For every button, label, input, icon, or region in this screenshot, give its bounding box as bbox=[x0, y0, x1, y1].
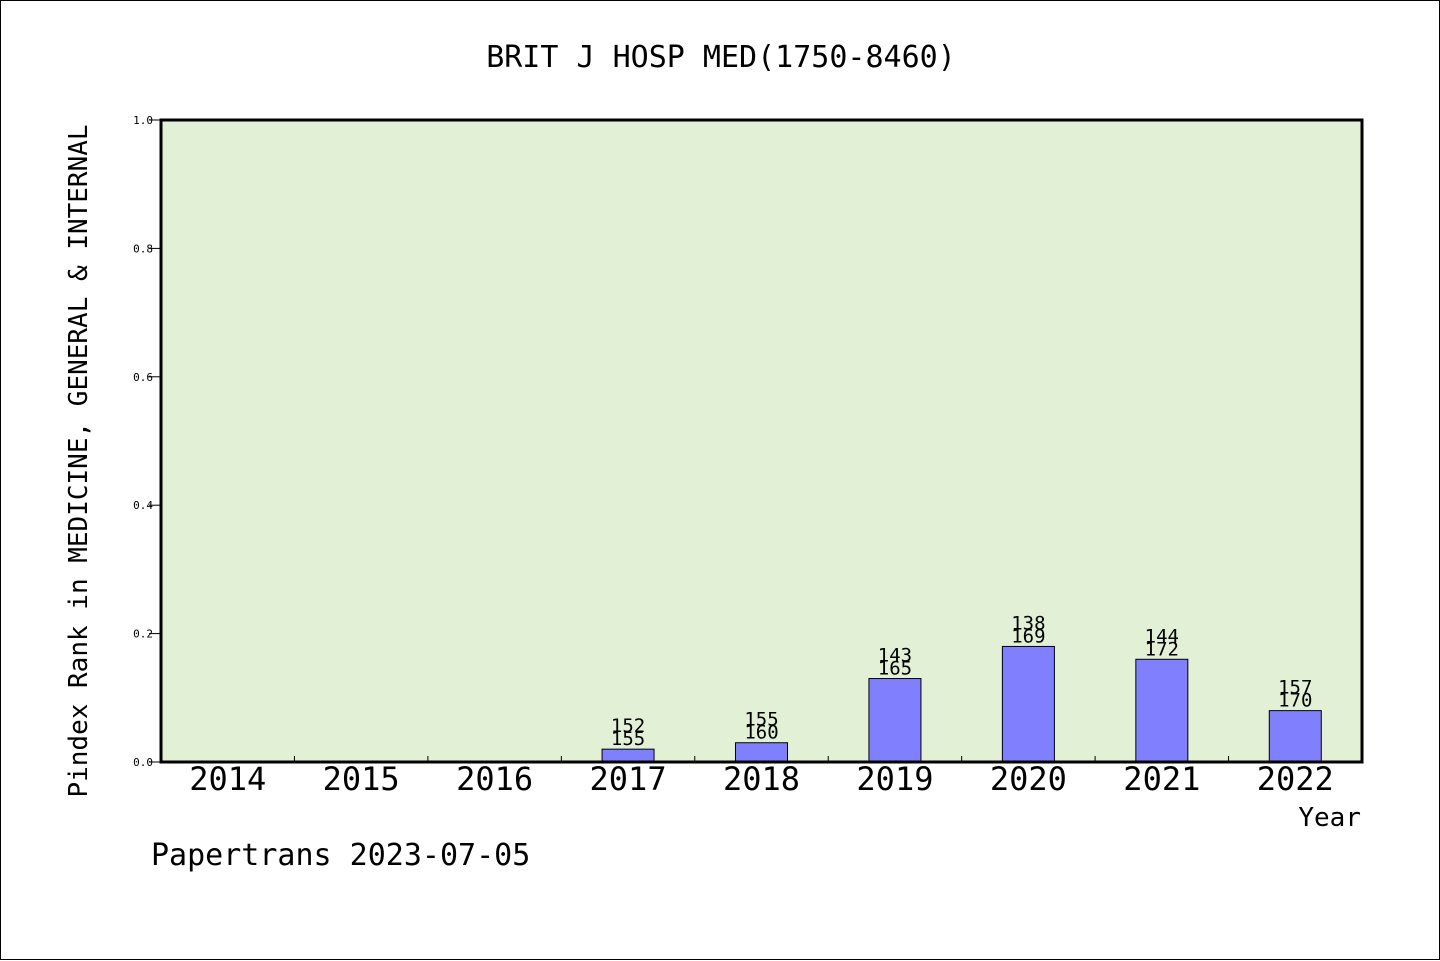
y-tick-label: 0.2 bbox=[133, 628, 153, 641]
y-axis-label: Pindex Rank in MEDICINE, GENERAL & INTER… bbox=[64, 124, 94, 797]
plot-frame bbox=[159, 118, 1364, 764]
bar-label-bottom: 172 bbox=[1145, 638, 1179, 660]
bar-label-top: 155 bbox=[744, 709, 778, 731]
y-tick-label: 0.0 bbox=[133, 756, 153, 769]
x-tick-label: 2017 bbox=[590, 760, 667, 798]
x-tick-label: 2022 bbox=[1257, 760, 1334, 798]
bar-label-top: 143 bbox=[878, 645, 912, 667]
x-axis-label: Year bbox=[1298, 803, 1361, 833]
bar-2020 bbox=[1001, 645, 1055, 763]
chart-title: BRIT J HOSP MED(1750-8460) bbox=[486, 40, 956, 75]
x-tick-label: 2021 bbox=[1123, 760, 1200, 798]
bar-label-bottom: 155 bbox=[611, 728, 645, 750]
x-tick-label: 2019 bbox=[856, 760, 933, 798]
bar-label-top: 157 bbox=[1278, 677, 1312, 699]
bar-label-top: 144 bbox=[1145, 625, 1179, 647]
x-tick-label: 2018 bbox=[723, 760, 800, 798]
x-tick-label: 2020 bbox=[990, 760, 1067, 798]
plot-area bbox=[161, 120, 1362, 762]
bar-label-top: 138 bbox=[1011, 612, 1045, 634]
x-tick-label: 2016 bbox=[456, 760, 533, 798]
y-tick-label: 0.4 bbox=[133, 499, 153, 512]
bar-2022 bbox=[1268, 710, 1322, 763]
credit-text: Papertrans 2023-07-05 bbox=[151, 838, 530, 873]
bar-label-bottom: 169 bbox=[1011, 625, 1045, 647]
y-tick-label: 0.8 bbox=[133, 242, 153, 255]
x-tick-label: 2014 bbox=[189, 760, 266, 798]
bar-label-bottom: 165 bbox=[878, 658, 912, 680]
bar-2021 bbox=[1135, 658, 1189, 763]
y-tick-label: 1.0 bbox=[133, 114, 153, 127]
bar-2019 bbox=[868, 678, 922, 763]
bar-label-top: 152 bbox=[611, 715, 645, 737]
x-tick-label: 2015 bbox=[323, 760, 400, 798]
bar-label-bottom: 170 bbox=[1278, 690, 1312, 712]
y-tick-label: 0.6 bbox=[133, 371, 153, 384]
bar-label-bottom: 160 bbox=[744, 722, 778, 744]
